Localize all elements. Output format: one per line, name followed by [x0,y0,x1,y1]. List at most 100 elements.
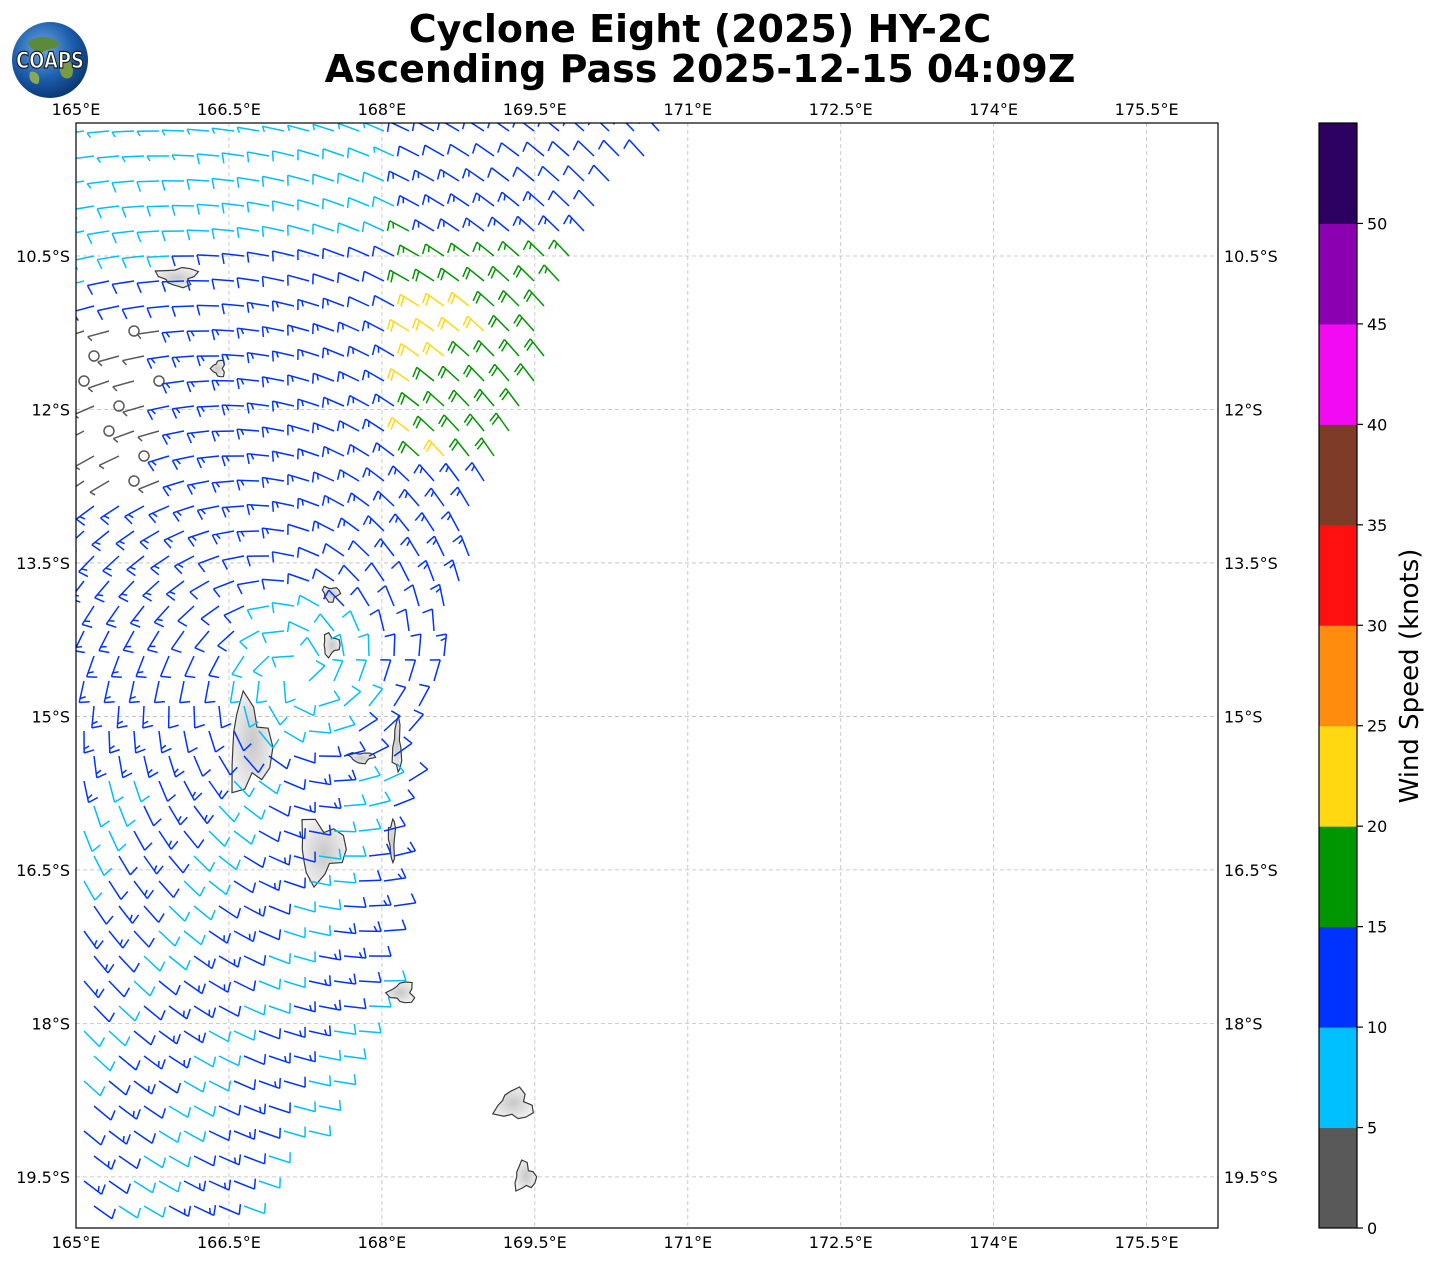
wind-barb [452,534,470,557]
wind-barb [122,630,135,654]
wind-barb [76,530,85,552]
wind-barb [108,980,131,998]
colorbar-swatch [1319,926,1357,1028]
wind-barb [268,705,288,726]
wind-barb [208,1129,232,1142]
wind-barb [102,555,120,577]
wind-barb [139,530,160,550]
wind-barb [287,573,310,585]
wind-barb [83,1180,106,1195]
wind-barb [96,205,120,219]
wind-barb [429,659,441,682]
wind-barb [246,352,270,364]
wind-barb [93,1005,116,1023]
wind-barb [410,633,422,657]
wind-barb [138,480,160,494]
wind-barb [193,1204,217,1217]
wind-barb [236,277,260,289]
wind-barb [171,355,195,368]
wind-barb [211,480,235,493]
wind-barb [186,480,210,495]
wind-barb [118,1205,142,1219]
wind-barb [143,905,165,923]
wind-barb [76,430,85,437]
wind-barb [196,455,220,469]
wind-barb [287,224,310,236]
wind-barb [143,1205,167,1218]
logo-text: COAPS [16,49,84,74]
wind-barb [487,216,510,232]
wind-barb [193,705,205,729]
wind-barb [236,530,260,542]
wind-barb [93,1055,116,1072]
wind-barb [497,290,520,307]
wind-barb [168,1055,192,1069]
wind-barb [547,190,570,207]
wind-barb [93,1205,116,1220]
wind-barb [196,153,220,165]
wind-barb [137,430,160,442]
colorbar-swatch [1319,1027,1357,1129]
wind-barb [158,1130,182,1144]
wind-barb [118,580,135,603]
wind-barb [221,404,245,416]
wind-barb [255,680,267,704]
y-tick-label-left: 12°S [31,400,70,419]
wind-barb [208,980,232,993]
wind-barb [368,894,392,907]
plot-frame [75,122,1219,1229]
wind-barb [393,841,417,857]
wind-barb [261,225,285,237]
island [391,715,403,774]
island [321,585,342,603]
wind-barb [296,594,320,607]
wind-barb [471,142,495,157]
wind-barb [94,580,110,603]
wind-barb [271,150,295,162]
wind-barb [318,949,342,961]
wind-barb [283,1026,306,1039]
wind-barb [118,1105,141,1120]
wind-barb [498,387,520,407]
wind-barb [148,505,170,524]
wind-barb [318,797,342,810]
wind-barb [412,415,435,432]
wind-barb [336,271,360,284]
wind-barb [321,543,345,557]
wind-barb [193,855,216,872]
wind-barb [462,217,485,232]
x-tick-label-bottom: 175.5°E [1115,1233,1179,1252]
wind-barb [161,280,185,293]
wind-barb [271,250,295,262]
wind-barb [308,1125,332,1137]
wind-barb [143,1105,167,1119]
wind-barb [143,955,166,972]
wind-barb [343,685,362,707]
wind-barb [333,1023,357,1036]
wind-barb [412,366,435,382]
wind-barb [384,633,396,657]
wind-barb [221,455,245,467]
wind-barb [168,955,191,971]
wind-barb [336,469,360,482]
wind-barb [296,497,320,509]
wind-barb [184,655,196,679]
wind-barb [268,854,292,866]
wind-barb [124,505,145,525]
wind-barb [153,680,165,704]
wind-barb [346,147,370,159]
wind-barb [472,241,495,257]
wind-barb [318,899,342,911]
wind-barb [377,585,395,607]
wind-barb [297,298,320,311]
wind-barb [461,123,485,132]
wind-barb [111,280,135,295]
wind-barb [118,955,140,973]
wind-barb [361,270,385,282]
wind-barb [373,538,395,557]
wind-barb [211,177,235,189]
wind-barb [183,1130,207,1143]
wind-barb [487,314,510,332]
wind-barb [218,1104,242,1116]
wind-barb [236,377,260,390]
